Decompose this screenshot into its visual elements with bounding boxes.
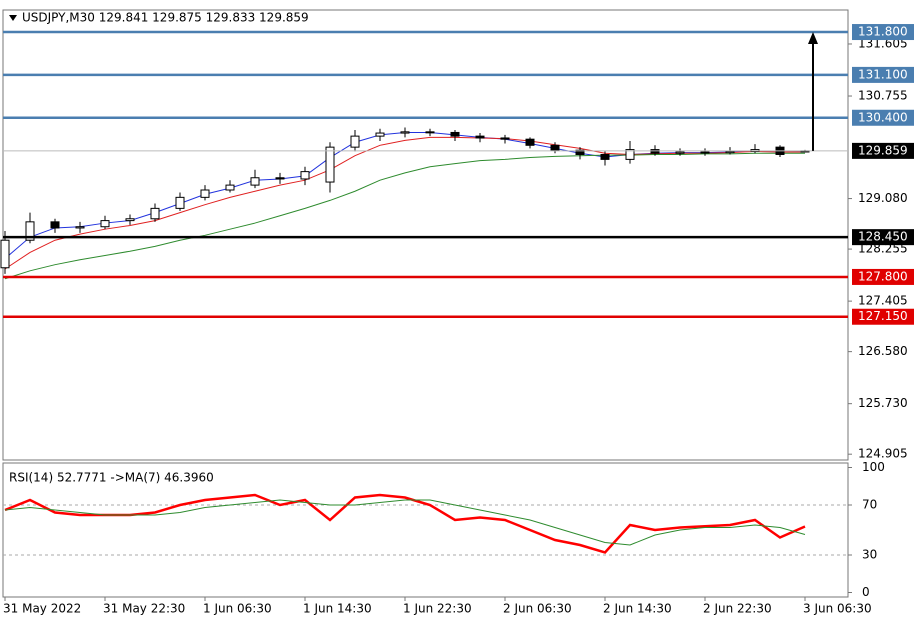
level-label: 128.450 <box>858 230 908 244</box>
level-label-box <box>852 308 914 325</box>
x-tick-label: 3 Jun 06:30 <box>803 602 872 616</box>
candle-body <box>150 207 160 220</box>
candle-body <box>450 131 460 137</box>
indicator-line <box>4 152 805 280</box>
candle-body <box>675 151 685 154</box>
menu-icon[interactable] <box>9 15 17 21</box>
candle-body <box>200 189 210 198</box>
level-label: 131.100 <box>858 67 908 81</box>
level-label-box <box>852 109 914 126</box>
candle-body <box>400 131 410 134</box>
candle-body <box>725 150 735 154</box>
y-tick-label: 129.080 <box>858 191 908 205</box>
candle-body <box>125 218 135 222</box>
candle-body <box>50 221 60 229</box>
level-label: 130.400 <box>858 110 908 124</box>
x-tick-label: 2 Jun 22:30 <box>703 602 772 616</box>
indicator-line <box>4 499 806 546</box>
y-tick-label: 125.730 <box>858 396 908 410</box>
level-label-box <box>852 66 914 83</box>
candle-body <box>425 131 435 134</box>
y-tick-label: 127.405 <box>858 294 908 308</box>
level-label: 127.150 <box>858 309 908 323</box>
x-tick-label: 31 May 22:30 <box>103 602 185 616</box>
x-tick-label: 1 Jun 22:30 <box>403 602 472 616</box>
price-title: USDJPY,M30 129.841 129.875 129.833 129.8… <box>22 11 309 25</box>
rsi-title: RSI(14) 52.7771 ->MA(7) 46.3960 <box>9 471 214 485</box>
candle-body <box>100 220 110 228</box>
candle-body <box>0 239 10 269</box>
current-price-box <box>852 142 914 159</box>
arrow-head <box>808 32 818 45</box>
candle-body <box>300 171 310 180</box>
candle-body <box>475 135 485 139</box>
candle-body <box>75 226 85 229</box>
indicator-line <box>4 136 805 270</box>
candle-body <box>225 184 235 191</box>
current-price-label: 129.859 <box>858 143 908 157</box>
candle-body <box>175 196 185 209</box>
y-tick-label: 70 <box>862 498 877 512</box>
x-tick-label: 1 Jun 14:30 <box>303 602 372 616</box>
level-label-box <box>852 268 914 285</box>
level-label-box <box>852 229 914 246</box>
x-tick-label: 1 Jun 06:30 <box>203 602 272 616</box>
rsi-frame <box>2 462 849 598</box>
candle-body <box>625 149 635 160</box>
candle-body <box>500 137 510 140</box>
y-tick-label: 126.580 <box>858 344 908 358</box>
candle-body <box>525 138 535 146</box>
x-tick-label: 2 Jun 06:30 <box>503 602 572 616</box>
y-tick-label: 30 <box>862 548 877 562</box>
level-label: 127.800 <box>858 269 908 283</box>
price-frame <box>2 9 849 461</box>
candle-body <box>550 144 560 151</box>
candle-body <box>350 135 360 148</box>
candle-body <box>25 221 35 241</box>
level-label-box <box>852 24 914 41</box>
candle-body <box>375 132 385 137</box>
candle-body <box>650 149 660 154</box>
indicator-line <box>4 493 806 554</box>
x-tick-label: 2 Jun 14:30 <box>603 602 672 616</box>
y-tick-label: 130.755 <box>858 89 908 103</box>
candle-body <box>600 153 610 160</box>
y-tick-label: 0 <box>862 585 870 599</box>
candle-body <box>325 146 335 183</box>
y-tick-label: 124.905 <box>858 447 908 461</box>
candle-body <box>700 151 710 154</box>
candle-body <box>575 149 585 155</box>
level-label: 131.800 <box>858 25 908 39</box>
y-tick-label: 100 <box>862 460 885 474</box>
candle-body <box>275 177 285 180</box>
x-tick-label: 31 May 2022 <box>3 602 81 616</box>
candle-body <box>250 177 260 186</box>
